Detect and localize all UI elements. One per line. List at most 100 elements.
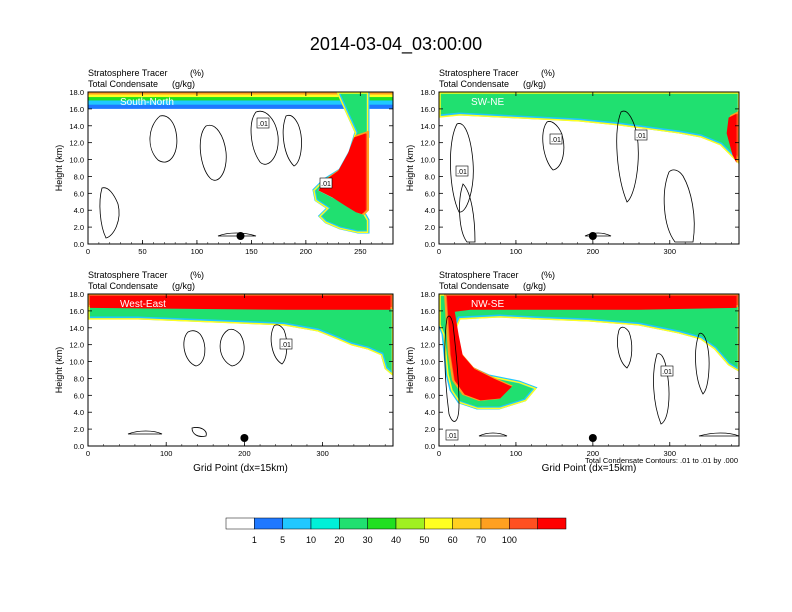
colorbar-swatch-6 bbox=[395, 517, 425, 530]
contour-label-text: .01 bbox=[662, 369, 672, 376]
contour-label-box bbox=[549, 133, 563, 145]
colorbar-tick-label: 10 bbox=[306, 535, 316, 545]
tracer-band-4 bbox=[88, 92, 393, 95]
tracer-intrusion-center bbox=[318, 133, 366, 215]
location-marker bbox=[588, 434, 597, 442]
panel-0: .01 .01 South-North Stratosphere Tracer (%) T… bbox=[54, 68, 394, 256]
contour-label-text: .01 bbox=[457, 169, 467, 176]
contour-label-text: .01 bbox=[281, 342, 291, 349]
x-axis-label: Grid Point (dx=15km) bbox=[542, 463, 637, 474]
x-tick-label: 0 bbox=[437, 247, 441, 256]
y-tick-label: 16.0 bbox=[420, 307, 435, 316]
panel-2: .01 West-East Stratosphere Tracer (%) Total … bbox=[54, 270, 394, 474]
y-tick-label: 0.0 bbox=[74, 442, 84, 451]
contour-label-text: .01 bbox=[321, 181, 331, 188]
colorbar-tick-label: 60 bbox=[448, 535, 458, 545]
panel-label: SW-NE bbox=[471, 97, 504, 108]
condensate-contour-3 bbox=[127, 430, 163, 435]
x-tick-label: 300 bbox=[664, 247, 677, 256]
tracer-intrusion-center bbox=[90, 296, 391, 310]
colorbar-swatch-9 bbox=[480, 517, 510, 530]
contour-label-text: .01 bbox=[258, 121, 268, 128]
y-tick-label: 18.0 bbox=[420, 88, 435, 97]
y-tick-label: 12.0 bbox=[420, 341, 435, 350]
y-tick-label: 8.0 bbox=[74, 374, 84, 383]
condensate-contour-0 bbox=[149, 115, 178, 163]
contour-label-text: .01 bbox=[636, 133, 646, 140]
shading-layer bbox=[88, 294, 393, 377]
condensate-contour-4 bbox=[478, 432, 508, 437]
shading-layer bbox=[439, 92, 739, 165]
y-tick-label: 4.0 bbox=[74, 408, 84, 417]
figure-title: 2014-03-04_03:00:00 bbox=[310, 34, 482, 55]
colorbar-swatch-11 bbox=[537, 517, 567, 530]
x-tick-label: 100 bbox=[510, 449, 523, 458]
panel-1: .01 .01 .01 SW-NE Stratosphere Tracer (%) Tota… bbox=[405, 68, 740, 256]
location-marker bbox=[588, 232, 597, 240]
y-tick-label: 8.0 bbox=[425, 172, 435, 181]
y-tick-label: 6.0 bbox=[74, 189, 84, 198]
panels-group: .01 .01 South-North Stratosphere Tracer (%) T… bbox=[54, 68, 740, 474]
y-tick-label: 8.0 bbox=[74, 172, 84, 181]
field-unit-2: (g/kg) bbox=[523, 281, 546, 291]
y-tick-label: 14.0 bbox=[69, 324, 84, 333]
condensate-contour-0 bbox=[450, 123, 474, 213]
contour-label-text: .01 bbox=[447, 433, 457, 440]
field-unit-1: (%) bbox=[190, 270, 204, 280]
colorbar-tick-label: 40 bbox=[391, 535, 401, 545]
y-tick-label: 2.0 bbox=[425, 223, 435, 232]
y-tick-label: 14.0 bbox=[69, 122, 84, 131]
plot-frame bbox=[438, 91, 740, 245]
contour-layer bbox=[450, 110, 695, 243]
y-tick-label: 10.0 bbox=[69, 358, 84, 367]
shading-layer bbox=[88, 92, 393, 234]
contour-label-0: .01 bbox=[660, 365, 674, 377]
x-tick-label: 0 bbox=[86, 449, 90, 458]
condensate-contour-2 bbox=[616, 110, 639, 203]
x-tick-label: 100 bbox=[191, 247, 204, 256]
y-tick-label: 12.0 bbox=[69, 139, 84, 148]
condensate-contour-4 bbox=[191, 427, 207, 437]
y-tick-label: 12.0 bbox=[420, 139, 435, 148]
panel-label: South-North bbox=[120, 97, 174, 108]
y-tick-label: 4.0 bbox=[425, 408, 435, 417]
field-label-1: Stratosphere Tracer bbox=[439, 68, 519, 78]
condensate-contour-4 bbox=[459, 183, 476, 243]
x-tick-label: 150 bbox=[245, 247, 258, 256]
condensate-contour-5 bbox=[584, 232, 612, 237]
contour-label-1: .01 bbox=[319, 177, 333, 189]
x-tick-label: 200 bbox=[238, 449, 251, 458]
field-unit-1: (%) bbox=[541, 68, 555, 78]
x-tick-label: 0 bbox=[437, 449, 441, 458]
y-tick-label: 10.0 bbox=[420, 358, 435, 367]
field-label-2: Total Condensate bbox=[439, 281, 509, 291]
field-label-1: Stratosphere Tracer bbox=[88, 270, 168, 280]
tracer-intrusion-outer bbox=[88, 294, 393, 376]
condensate-contour-1 bbox=[199, 124, 227, 181]
y-axis-label: Height (km) bbox=[54, 347, 64, 394]
x-tick-label: 250 bbox=[354, 247, 367, 256]
y-tick-label: 16.0 bbox=[69, 105, 84, 114]
x-tick-label: 200 bbox=[300, 247, 313, 256]
y-tick-label: 4.0 bbox=[425, 206, 435, 215]
contour-label-box bbox=[455, 165, 469, 177]
y-tick-label: 12.0 bbox=[69, 341, 84, 350]
condensate-contour-0 bbox=[444, 315, 460, 422]
footnote: Total Condensate Contours: .01 to .01 by… bbox=[585, 456, 738, 465]
y-tick-label: 6.0 bbox=[425, 189, 435, 198]
tracer-intrusion-center bbox=[446, 296, 737, 401]
colorbar-tick-label: 5 bbox=[280, 535, 285, 545]
condensate-contour-3 bbox=[695, 332, 710, 395]
colorbar-swatch-8 bbox=[452, 517, 482, 530]
contour-label-box bbox=[445, 429, 459, 441]
y-tick-label: 6.0 bbox=[425, 391, 435, 400]
tracer-intrusion-center bbox=[726, 113, 737, 163]
colorbar-swatch-5 bbox=[367, 517, 397, 530]
y-tick-label: 2.0 bbox=[74, 223, 84, 232]
contour-label-1: .01 bbox=[549, 133, 563, 145]
contour-label-box bbox=[319, 177, 333, 189]
y-tick-label: 4.0 bbox=[74, 206, 84, 215]
panel-3: .01 .01 NW-SE Stratosphere Tracer (%) Total C… bbox=[405, 270, 740, 474]
x-tick-label: 300 bbox=[664, 449, 677, 458]
